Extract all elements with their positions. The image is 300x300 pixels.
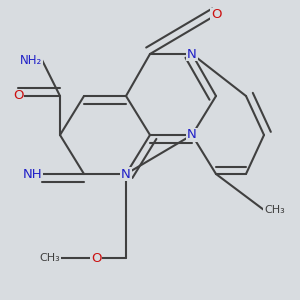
Text: N: N [121,167,131,181]
Text: N: N [187,47,197,61]
Text: O: O [211,8,221,22]
Text: NH₂: NH₂ [20,53,42,67]
Text: O: O [13,89,23,103]
Text: N: N [187,128,197,142]
Text: CH₃: CH₃ [39,253,60,263]
Text: CH₃: CH₃ [264,205,285,215]
Text: NH: NH [22,167,42,181]
Text: O: O [91,251,101,265]
